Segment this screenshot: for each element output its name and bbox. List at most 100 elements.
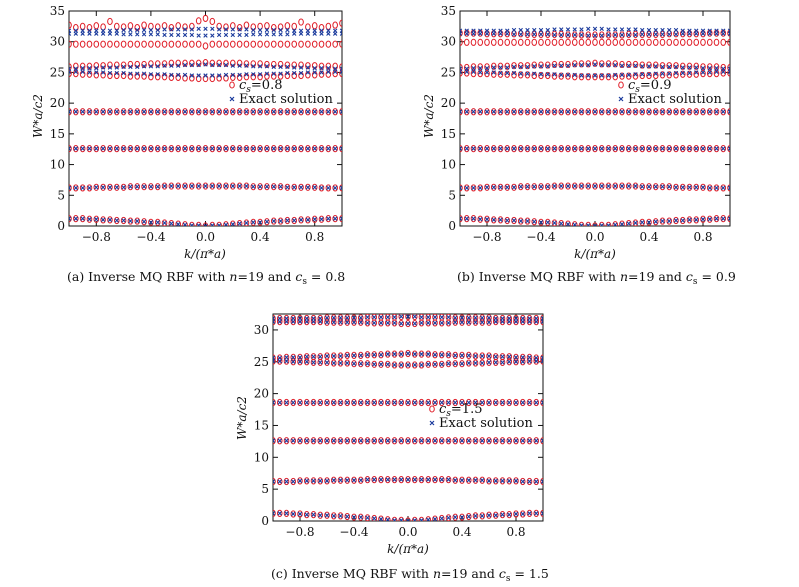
data-point-x: [251, 109, 256, 114]
data-point-circle: [517, 71, 524, 79]
data-point-x: [493, 478, 498, 484]
data-point-x: [405, 351, 411, 356]
data-point-x: [484, 65, 490, 71]
data-point-circle: [384, 437, 391, 445]
data-point-x: [277, 479, 282, 484]
data-point-circle: [337, 359, 344, 367]
data-point-circle: [666, 108, 673, 116]
data-point-circle: [465, 314, 472, 322]
data-point-x: [237, 32, 242, 38]
data-point-x: [480, 513, 485, 519]
data-point-x: [707, 146, 712, 151]
data-point-circle: [605, 221, 612, 226]
data-point-x: [100, 65, 106, 70]
data-point-x: [432, 438, 438, 443]
data-point-circle: [337, 512, 344, 520]
data-point-x: [412, 438, 417, 443]
data-point-x: [297, 359, 303, 364]
data-point-x: [284, 319, 289, 324]
data-point-circle: [460, 215, 463, 223]
data-point-circle: [727, 29, 730, 37]
data-point-circle: [463, 215, 470, 223]
data-point-x: [155, 220, 160, 225]
data-point-circle: [686, 38, 693, 46]
data-point-x: [491, 70, 496, 75]
data-point-circle: [517, 108, 524, 116]
data-point-circle: [264, 218, 270, 226]
data-point-circle: [511, 108, 517, 116]
data-point-circle: [465, 398, 472, 407]
data-point-circle: [310, 511, 317, 519]
data-point-x: [694, 146, 699, 151]
data-point-x: [284, 400, 289, 405]
data-point-x: [446, 314, 451, 320]
data-point-circle: [364, 437, 371, 445]
data-point-circle: [202, 14, 209, 22]
data-point-x: [532, 64, 537, 69]
data-point-circle: [492, 353, 499, 361]
data-point-circle: [127, 145, 134, 153]
data-point-circle: [277, 108, 284, 116]
data-point-circle: [470, 145, 477, 153]
data-point-x: [312, 109, 317, 114]
data-point-circle: [605, 31, 612, 39]
data-point-circle: [592, 182, 598, 190]
data-point-circle: [519, 477, 526, 486]
data-point-x: [493, 360, 498, 365]
data-point-x: [100, 28, 106, 33]
data-point-circle: [511, 62, 517, 70]
data-point-x: [412, 314, 417, 319]
data-point-x: [613, 146, 618, 151]
data-point-circle: [459, 476, 465, 484]
data-point-circle: [558, 38, 565, 46]
data-point-x: [237, 63, 242, 68]
data-point-x: [169, 109, 174, 114]
data-point-x: [640, 146, 645, 151]
data-point-circle: [463, 184, 470, 192]
data-point-x: [372, 362, 377, 367]
data-point-x: [565, 27, 571, 32]
data-point-x: [148, 72, 154, 77]
data-point-circle: [445, 437, 452, 445]
data-point-circle: [465, 351, 472, 359]
data-point-x: [540, 358, 543, 364]
data-point-circle: [619, 220, 625, 226]
data-point-x: [473, 353, 478, 359]
data-point-x: [284, 511, 289, 516]
data-point-circle: [398, 437, 405, 445]
data-point-circle: [472, 359, 479, 367]
data-point-circle: [598, 182, 605, 190]
data-point-x: [271, 64, 276, 70]
data-point-circle: [303, 353, 310, 361]
data-point-circle: [398, 319, 405, 328]
data-point-x: [319, 70, 324, 75]
data-point-x: [473, 320, 478, 325]
data-point-x: [687, 185, 692, 190]
data-point-x: [513, 438, 519, 443]
data-point-x: [216, 183, 222, 189]
data-point-x: [426, 351, 431, 357]
data-point-x: [640, 109, 645, 114]
data-point-circle: [524, 30, 531, 38]
data-point-circle: [700, 63, 706, 71]
data-point-x: [667, 218, 672, 224]
data-point-circle: [486, 477, 492, 485]
data-point-circle: [230, 108, 236, 116]
data-point-x: [565, 146, 571, 151]
data-point-x: [426, 438, 431, 443]
data-point-circle: [524, 183, 531, 191]
data-point-circle: [257, 108, 263, 116]
data-point-circle: [405, 437, 411, 445]
data-point-circle: [175, 220, 181, 226]
data-point-circle: [484, 108, 490, 116]
data-point-circle: [551, 60, 558, 69]
data-point-x: [473, 438, 478, 443]
data-point-x: [673, 146, 679, 151]
data-point-circle: [317, 437, 324, 445]
data-point-circle: [250, 40, 257, 48]
data-point-circle: [330, 318, 337, 326]
data-point-x: [141, 27, 147, 33]
data-point-x: [471, 65, 476, 71]
data-point-circle: [270, 183, 277, 191]
data-point-circle: [605, 182, 612, 190]
